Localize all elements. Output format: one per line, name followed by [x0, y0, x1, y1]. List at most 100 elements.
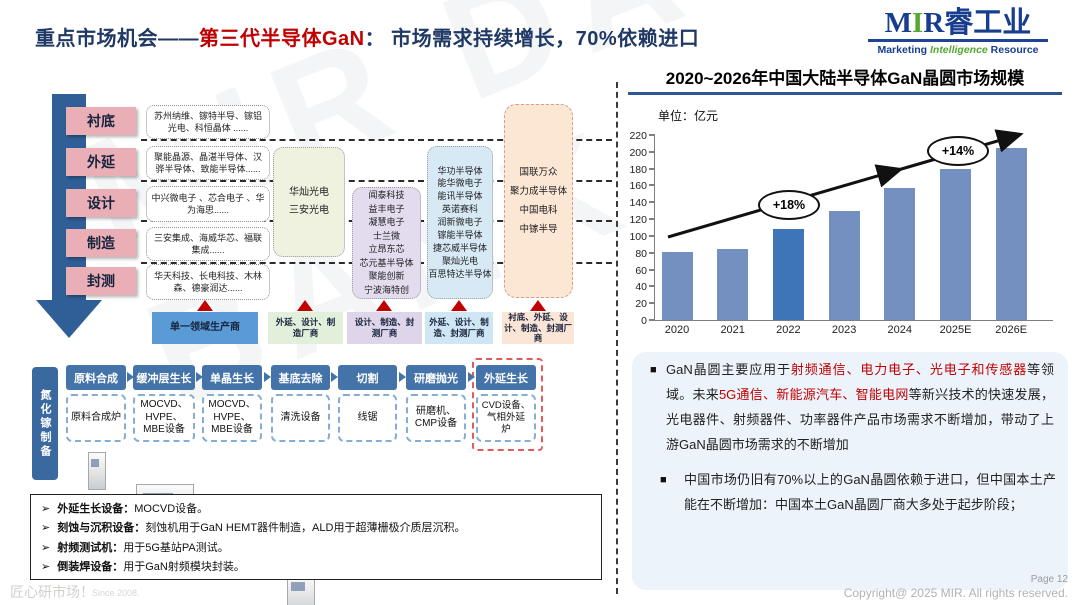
x-axis-label: 2022	[776, 324, 801, 336]
body-text: GaN晶圆主要应用于	[666, 362, 791, 377]
y-axis-tick	[649, 167, 655, 170]
chart-plot: 2020 2021 2022 2023 2024 2025E 2026E 0 20 40 60 80 1…	[629, 130, 1053, 336]
y-axis-label: 180	[629, 163, 647, 176]
category-label-2: 设计、制造、封测厂商	[347, 312, 422, 344]
process-equip-7: CVD设备、 气相外延 炉	[476, 394, 536, 442]
note-text-2: 刻蚀机用于GaN HEMT器件制造，ALD用于超薄栅极介质层沉积。	[145, 522, 466, 535]
square-bullet-icon: ■	[660, 474, 667, 486]
pointer-triangle-5	[530, 300, 546, 311]
stage-epitaxy: 外延	[66, 148, 136, 176]
arrow-bullet-icon: ➢	[41, 503, 51, 515]
chart-title-underline	[628, 92, 1062, 95]
companies-substrate: 苏州纳维、镓特半导、镓铝光电、科恒晶体 ......	[146, 105, 270, 139]
y-axis-tick	[649, 234, 655, 237]
chart-bar-2021	[717, 249, 749, 320]
pointer-triangle-2	[297, 300, 313, 311]
process-equip-5: 线锯	[338, 394, 397, 442]
arrow-bullet-icon: ➢	[41, 541, 51, 554]
highlighted-text: 射频通信、电力电子、光电子和传感器	[790, 362, 1028, 377]
note-text-3: 用于5G基站PA测试。	[123, 541, 229, 554]
category-label-3: 外延、设计、制造、封测厂商	[425, 312, 493, 344]
mir-logo-wordmark: MIR睿工业	[868, 7, 1048, 43]
body-text: 中国市场仍旧有70%以上的GaN晶圆依赖于进口，但中国本土产能在不断增加：中国本…	[684, 472, 1056, 512]
process-equip-3: MOCVD、 HVPE、 MBE设备	[202, 394, 262, 442]
logo-sub-3: Resource	[987, 44, 1039, 57]
pointer-triangle-4	[451, 300, 467, 311]
logo-sub-1: Marketing	[877, 44, 930, 57]
y-axis-label: 80	[635, 247, 647, 260]
equipment-notes-box: ➢ 外延生长设备：MOCVD设备。 ➢ 刻蚀与沉积设备：刻蚀机用于GaN HEMT器…	[30, 494, 602, 580]
y-axis-label: 40	[635, 281, 647, 294]
body-text: 等领域。未来	[666, 362, 1054, 402]
chart-bar-2026E	[995, 148, 1027, 320]
y-axis-tick	[649, 134, 655, 136]
flow-arrow-icon-1	[127, 372, 134, 382]
x-axis-label: 2025E	[939, 324, 972, 336]
divider-dashed-1	[141, 139, 612, 141]
category-label-4: 衬底、外延、设计、制造、封测厂商	[502, 312, 574, 344]
y-axis-tick	[649, 201, 655, 204]
y-axis-tick	[649, 302, 655, 305]
stage-substrate: 衬底	[66, 107, 136, 135]
growth-annotation-14: +14%	[927, 136, 989, 166]
note-label-1: 外延生长设备：	[57, 503, 135, 515]
process-step-6: 研磨抛光	[406, 365, 466, 390]
vendor-group-full-chain: 国联万众 聚力成半导体 中国电科 中镓半导	[504, 104, 573, 298]
note-label-4: 倒装焊设备：	[57, 561, 124, 574]
chart-title: 2020~2026年中国大陆半导体GaN晶圆市场规模	[665, 69, 1025, 88]
logo-cn: 睿工业	[944, 7, 1032, 39]
y-axis-label: 140	[629, 197, 647, 210]
note-row-3: ➢ 射频测试机：用于5G基站PA测试。	[41, 541, 591, 556]
companies-packaging-test: 华天科技、长电科技、木林森、德豪润达......	[146, 264, 270, 300]
flow-arrow-icon-4	[331, 372, 338, 382]
equipment-photo-1	[88, 452, 106, 490]
vendor-group-epi-design-mfg: 华灿光电 三安光电	[273, 147, 345, 257]
note-label-3: 射频测试机：	[57, 541, 124, 554]
category-label-1: 外延、设计、制造厂商	[268, 312, 343, 344]
flow-arrow-icon-2	[196, 372, 203, 382]
note-row-4: ➢ 倒装焊设备：用于GaN射频模块封装。	[41, 560, 591, 575]
logo-letter-i: I	[912, 7, 924, 39]
growth-annotation-18: +18%	[758, 190, 820, 220]
page-title: 重点市场机会——第三代半导体GaN： 市场需求持续增长，70%依赖进口	[35, 22, 699, 51]
y-axis-tick	[649, 268, 655, 271]
process-step-4: 基底去除	[271, 365, 330, 390]
y-axis-label: 60	[635, 264, 647, 277]
process-step-2: 缓冲层生长	[133, 365, 195, 390]
square-bullet-icon: ■	[650, 364, 657, 376]
logo-letter-m: M	[884, 7, 913, 39]
companies-manufacture: 三安集成、海威华芯、福联集成......	[146, 227, 270, 261]
y-axis-tick	[649, 285, 655, 288]
y-axis-label: 0	[641, 315, 647, 327]
x-axis-label: 2020	[664, 324, 690, 336]
x-axis-label: 2024	[887, 324, 913, 336]
chart-bar-2023	[828, 211, 860, 320]
companies-design: 中兴微电子 、芯合电子 、华为海思......	[146, 186, 270, 222]
process-side-label: 氮化镓制备	[32, 367, 58, 480]
x-axis-label: 2026E	[995, 324, 1028, 336]
note-row-2: ➢ 刻蚀与沉积设备：刻蚀机用于GaN HEMT器件制造，ALD用于超薄栅极介质层沉…	[41, 521, 591, 536]
mir-logo: MIR睿工业 Marketing Intelligence Resource	[868, 8, 1048, 56]
chart-bar-2024	[884, 188, 916, 320]
flow-arrow-icon-5	[399, 372, 406, 382]
companies-epitaxy: 聚能晶源、晶湛半导体、汉骅半导体、致能半导体......	[146, 146, 270, 180]
x-axis-label: 2023	[831, 324, 857, 336]
vendor-group-design-mfg-pkg: 闻泰科技 益丰电子 凝慧电子 士兰微 立昂东芯 芯元基半导体 聚能创新 宁波海特…	[352, 187, 421, 299]
process-step-1: 原料合成	[66, 365, 126, 390]
insight-bullet-1: GaN晶圆主要应用于射频通信、电力电子、光电子和传感器等领域。未来5G通信、新能…	[666, 358, 1054, 458]
title-suffix: ： 市场需求持续增长，70%依赖进口	[364, 28, 700, 50]
footer-copyright: Copyright@ 2025 MIR. All rights reserved…	[843, 586, 1068, 600]
chart-bar-2020	[661, 252, 693, 320]
y-axis-label: 20	[635, 298, 647, 311]
process-equip-1: 原料合成炉	[66, 394, 126, 442]
chart-unit-label: 单位：亿元	[658, 109, 719, 123]
value-chain-arrow-head	[36, 300, 102, 338]
category-label-single-domain: 单一领域生产商	[152, 312, 258, 344]
footer-page-number: Page 12	[1030, 574, 1068, 585]
insights-panel: ■ GaN晶圆主要应用于射频通信、电力电子、光电子和传感器等领域。未来5G通信、…	[632, 352, 1068, 590]
divider-dashed-2	[141, 180, 612, 182]
highlighted-text: 5G通信、新能源汽车、智能电网	[718, 386, 909, 402]
y-axis-tick	[649, 251, 655, 254]
title-prefix: 重点市场机会——	[35, 28, 199, 50]
chart-bar-2022	[772, 229, 804, 320]
